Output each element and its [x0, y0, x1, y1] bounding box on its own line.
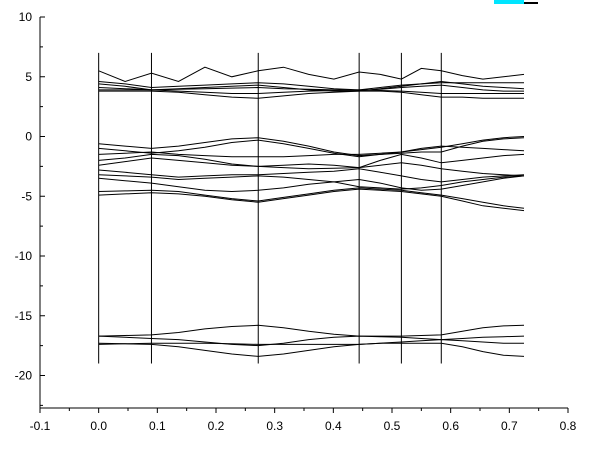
band-line: [98, 137, 525, 157]
y-ticks: 10 5 0 -5 -10 -15 -20: [15, 10, 45, 406]
band-line: [98, 168, 525, 183]
band-line: [98, 80, 525, 92]
legend-swatch-black: [524, 2, 538, 4]
x-tick-label: 0.5: [384, 419, 401, 433]
band-line: [98, 89, 524, 94]
band-line: [98, 157, 525, 177]
y-tick-label: 5: [25, 70, 32, 84]
axes: [39, 17, 568, 409]
band-line: [98, 136, 525, 158]
x-tick-label: 0.3: [266, 419, 283, 433]
y-tick-label: 10: [19, 10, 33, 24]
y-tick-label: -20: [15, 369, 33, 383]
band-line: [98, 84, 524, 92]
x-tick-label: 0.2: [208, 419, 225, 433]
x-tick-label: 0.4: [325, 419, 342, 433]
band-line: [98, 145, 525, 158]
x-tick-label: 0.0: [90, 419, 107, 433]
band-line: [98, 339, 524, 345]
band-line: [98, 66, 525, 83]
series-layer: [98, 66, 525, 357]
band-line: [98, 324, 525, 337]
legend-swatch-cyan: [494, 0, 524, 4]
x-tick-label: 0.7: [501, 419, 518, 433]
y-tick-label: 0: [25, 130, 32, 144]
x-ticks: -0.1 0.0 0.1 0.2 0.3 0.4 0.5 0.6 0.7 0.8: [30, 408, 577, 433]
x-tick-label: -0.1: [30, 419, 51, 433]
band-line: [98, 81, 524, 91]
high-symmetry-lines: [98, 52, 442, 364]
band-line: [98, 335, 525, 347]
x-tick-label: 0.8: [560, 419, 577, 433]
y-tick-label: -15: [15, 309, 33, 323]
y-tick-label: -10: [15, 249, 33, 263]
x-tick-label: 0.1: [149, 419, 166, 433]
band-line: [98, 90, 524, 99]
band-line: [98, 342, 525, 357]
x-tick-label: 0.6: [442, 419, 459, 433]
band-line: [98, 188, 525, 212]
band-line: [98, 153, 525, 169]
band-line: [98, 174, 525, 190]
y-tick-label: -5: [21, 189, 32, 203]
legend-swatch: [494, 0, 538, 4]
band-line: [98, 187, 525, 209]
